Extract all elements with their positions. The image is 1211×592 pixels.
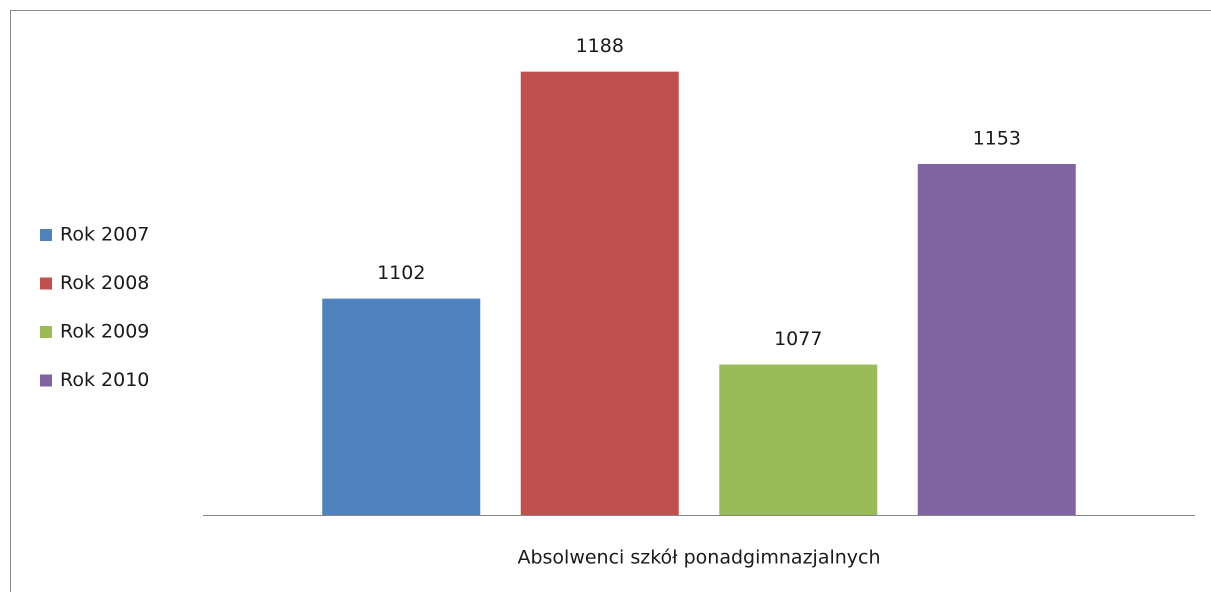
- data-label: 1188: [576, 35, 624, 57]
- legend-swatch: [40, 326, 52, 338]
- legend-label: Rok 2010: [60, 369, 149, 391]
- x-tick-label: Absolwenci szkół ponadgimnazjalnych: [517, 547, 880, 569]
- bar: [322, 298, 481, 515]
- legend-label: Rok 2009: [60, 321, 149, 343]
- legend-swatch: [40, 277, 52, 290]
- bar: [917, 164, 1076, 515]
- data-label: 1077: [774, 328, 822, 350]
- bar: [520, 71, 679, 516]
- data-label: 1102: [377, 262, 425, 284]
- legend-label: Rok 2007: [60, 224, 149, 246]
- legend-swatch: [40, 374, 52, 387]
- bar: [719, 364, 878, 515]
- legend-swatch: [40, 229, 52, 241]
- legend-label: Rok 2008: [60, 272, 149, 294]
- data-label: 1153: [973, 128, 1021, 150]
